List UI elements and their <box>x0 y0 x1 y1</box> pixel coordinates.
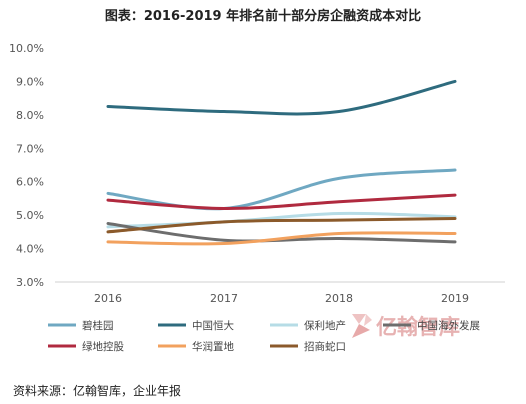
chart-title: 图表：2016-2019 年排名前十部分房企融资成本对比 <box>105 8 421 24</box>
legend-label: 保利地产 <box>304 319 346 332</box>
y-tick-label: 6.0% <box>16 176 44 189</box>
x-tick-label: 2017 <box>210 292 238 305</box>
y-axis: 3.0% 4.0% 5.0% 6.0% 7.0% 8.0% 9.0% 10.0% <box>9 42 44 289</box>
x-axis: 2016 2017 2018 2019 <box>55 281 505 305</box>
legend-label: 中国恒大 <box>192 319 234 332</box>
y-tick-label: 7.0% <box>16 142 44 155</box>
legend-item: 中国恒大 <box>158 319 234 332</box>
y-tick-label: 5.0% <box>16 209 44 222</box>
watermark-text: 亿翰智库 <box>376 315 460 339</box>
x-tick-label: 2019 <box>441 292 469 305</box>
legend-label: 中国海外发展 <box>417 319 480 332</box>
series-line-6 <box>106 216 457 234</box>
source-note: 资料来源：亿翰智库，企业年报 <box>13 383 181 398</box>
series-lines <box>106 79 457 246</box>
legend-label: 招商蛇口 <box>304 340 346 353</box>
series-line-0 <box>106 168 457 211</box>
legend-item: 碧桂园 <box>48 319 114 332</box>
legend-item: 绿地控股 <box>48 340 124 353</box>
x-tick-label: 2016 <box>94 292 122 305</box>
y-tick-label: 9.0% <box>16 75 44 88</box>
y-tick-label: 3.0% <box>16 276 44 289</box>
series-line-5 <box>106 231 457 246</box>
legend-item: 招商蛇口 <box>270 340 346 353</box>
series-line-3 <box>106 222 457 244</box>
y-tick-label: 10.0% <box>9 42 44 55</box>
series-line-4 <box>106 193 457 210</box>
y-tick-label: 4.0% <box>16 243 44 256</box>
x-tick-label: 2018 <box>325 292 353 305</box>
legend-item: 中国海外发展 <box>383 319 480 332</box>
legend-label: 碧桂园 <box>82 319 114 332</box>
watermark: 亿翰智库 <box>352 314 460 339</box>
y-tick-label: 8.0% <box>16 109 44 122</box>
legend-item: 华润置地 <box>158 340 234 353</box>
legend-label: 绿地控股 <box>82 340 124 353</box>
legend-label: 华润置地 <box>192 340 234 353</box>
watermark-logo-icon <box>352 314 372 338</box>
legend-item: 保利地产 <box>270 319 346 332</box>
series-line-1 <box>106 79 457 116</box>
series-line-2 <box>106 211 457 229</box>
